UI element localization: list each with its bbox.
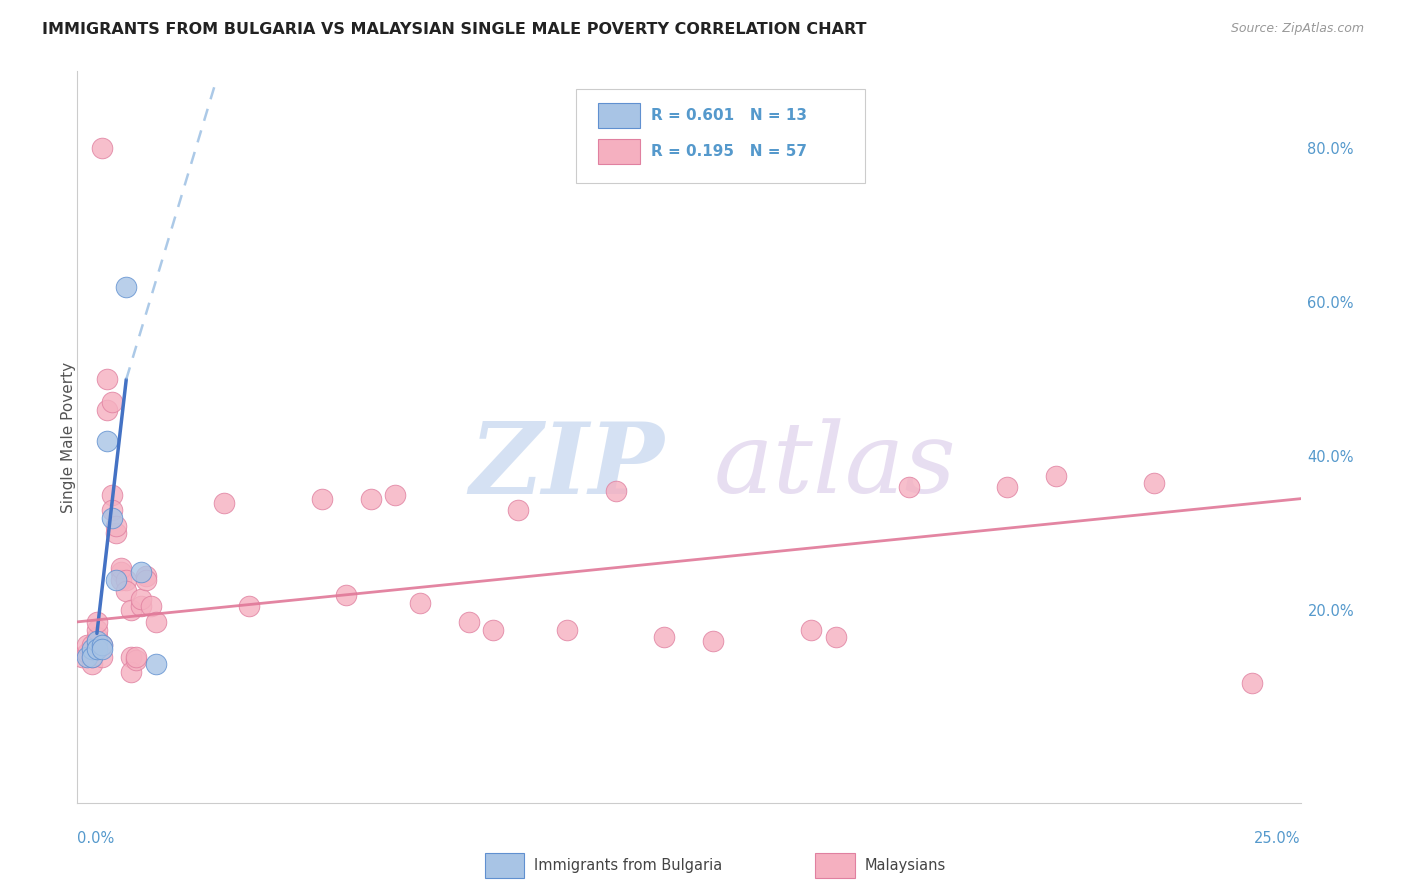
Text: IMMIGRANTS FROM BULGARIA VS MALAYSIAN SINGLE MALE POVERTY CORRELATION CHART: IMMIGRANTS FROM BULGARIA VS MALAYSIAN SI… <box>42 22 866 37</box>
Point <box>1240 676 1263 690</box>
Point <box>86 630 108 644</box>
Text: atlas: atlas <box>713 418 956 514</box>
Point <box>702 634 724 648</box>
Point <box>90 141 112 155</box>
Point <box>125 653 148 667</box>
Point <box>129 599 152 614</box>
Point <box>482 623 505 637</box>
Point <box>384 488 406 502</box>
Point <box>80 649 103 664</box>
Point <box>80 649 103 664</box>
Point <box>145 657 167 672</box>
Point <box>86 638 108 652</box>
Text: R = 0.195   N = 57: R = 0.195 N = 57 <box>651 145 807 159</box>
Point <box>105 518 128 533</box>
Point <box>120 649 142 664</box>
Point <box>120 665 142 679</box>
Point <box>80 638 103 652</box>
Point <box>86 634 108 648</box>
Point <box>86 623 108 637</box>
Text: Immigrants from Bulgaria: Immigrants from Bulgaria <box>534 858 723 872</box>
Point <box>115 584 138 599</box>
Point <box>135 568 157 582</box>
Text: ZIP: ZIP <box>470 418 665 515</box>
Text: 0.0%: 0.0% <box>77 831 114 846</box>
Text: Malaysians: Malaysians <box>865 858 946 872</box>
Point <box>80 641 103 656</box>
Point <box>115 573 138 587</box>
Point <box>995 480 1018 494</box>
Point <box>76 646 98 660</box>
Point <box>212 495 235 509</box>
Point <box>96 434 118 448</box>
Point <box>110 565 132 579</box>
Point <box>100 488 122 502</box>
Point <box>76 638 98 652</box>
Point <box>105 573 128 587</box>
Point <box>238 599 260 614</box>
Point <box>800 623 823 637</box>
Point <box>90 641 112 656</box>
Point <box>80 657 103 672</box>
Point <box>139 599 162 614</box>
Point <box>76 649 98 664</box>
Point <box>86 615 108 629</box>
Point <box>70 649 93 664</box>
Point <box>1143 476 1166 491</box>
Point <box>100 395 122 409</box>
Y-axis label: Single Male Poverty: Single Male Poverty <box>62 361 76 513</box>
Point <box>1045 468 1067 483</box>
Point <box>96 403 118 417</box>
Point <box>145 615 167 629</box>
Point <box>824 630 846 644</box>
Text: R = 0.601   N = 13: R = 0.601 N = 13 <box>651 109 807 123</box>
Point <box>125 649 148 664</box>
Text: 25.0%: 25.0% <box>1254 831 1301 846</box>
Point <box>129 591 152 606</box>
Point <box>90 638 112 652</box>
Point <box>110 573 132 587</box>
Point <box>110 561 132 575</box>
Point <box>311 491 333 506</box>
Point <box>898 480 921 494</box>
Point <box>129 565 152 579</box>
Text: Source: ZipAtlas.com: Source: ZipAtlas.com <box>1230 22 1364 36</box>
Point <box>105 526 128 541</box>
Point <box>457 615 479 629</box>
Point <box>96 372 118 386</box>
Point <box>90 649 112 664</box>
Point <box>335 588 357 602</box>
Point <box>120 603 142 617</box>
Point <box>100 503 122 517</box>
Point <box>555 623 578 637</box>
Point <box>605 483 627 498</box>
Point <box>90 638 112 652</box>
Point <box>135 573 157 587</box>
Point <box>409 596 432 610</box>
Point <box>360 491 382 506</box>
Point <box>115 280 138 294</box>
Point <box>506 503 529 517</box>
Point <box>86 641 108 656</box>
Point <box>100 511 122 525</box>
Point <box>654 630 676 644</box>
